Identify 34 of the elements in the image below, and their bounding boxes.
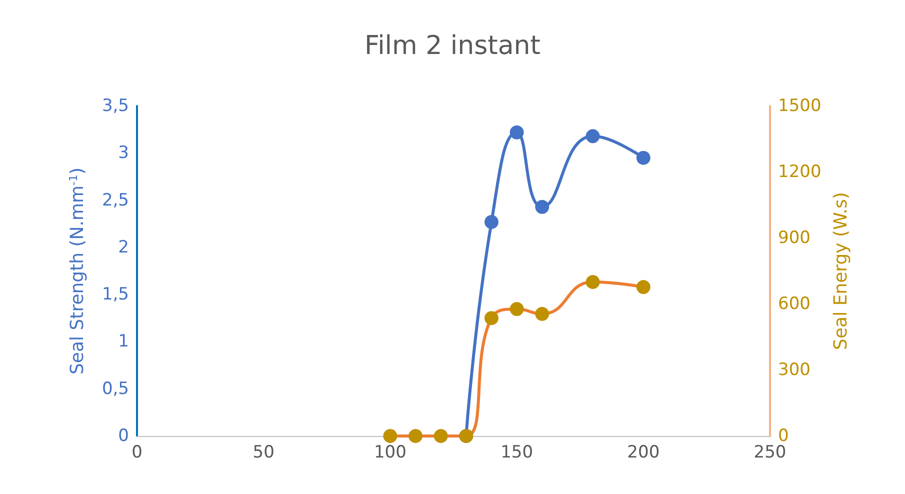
y-tick-label: 2,5 <box>102 190 129 210</box>
y-tick-label: 1,5 <box>102 284 129 305</box>
y2-tick-label: 1200 <box>778 162 822 182</box>
y-tick-label: 0 <box>118 426 129 446</box>
y2-tick-label: 300 <box>778 360 810 380</box>
y-tick-label: 3 <box>118 143 129 164</box>
point <box>383 429 398 443</box>
y2-tick-label: 1500 <box>778 96 822 116</box>
y-axis-title: Seal Strength (N.mm-1) <box>67 167 88 375</box>
x-tick-label: 150 <box>500 442 534 462</box>
point <box>535 200 550 214</box>
x-tick-label: 200 <box>627 442 660 462</box>
point <box>484 214 498 229</box>
point <box>510 125 524 140</box>
point <box>434 429 448 443</box>
x-tick-label: 50 <box>252 442 274 462</box>
point <box>535 306 550 321</box>
y-tick-label: 3,5 <box>102 96 129 116</box>
y-tick-label: 0,5 <box>102 378 129 399</box>
x-tick-label: 100 <box>374 442 406 462</box>
y2-axis-title: Seal Energy (W.s) <box>830 192 852 350</box>
point <box>408 429 423 443</box>
y-tick-label: 1 <box>118 332 129 352</box>
chart-title: Film 2 instant <box>364 31 540 61</box>
point <box>586 275 600 289</box>
point <box>484 311 498 326</box>
y-tick-label: 2 <box>118 237 129 258</box>
point <box>636 150 650 165</box>
point <box>510 302 524 316</box>
y2-tick-label: 900 <box>778 228 810 248</box>
y2-tick-label: 600 <box>778 294 810 314</box>
point <box>586 129 600 144</box>
x-tick-label: 0 <box>132 442 142 462</box>
point <box>636 280 650 294</box>
